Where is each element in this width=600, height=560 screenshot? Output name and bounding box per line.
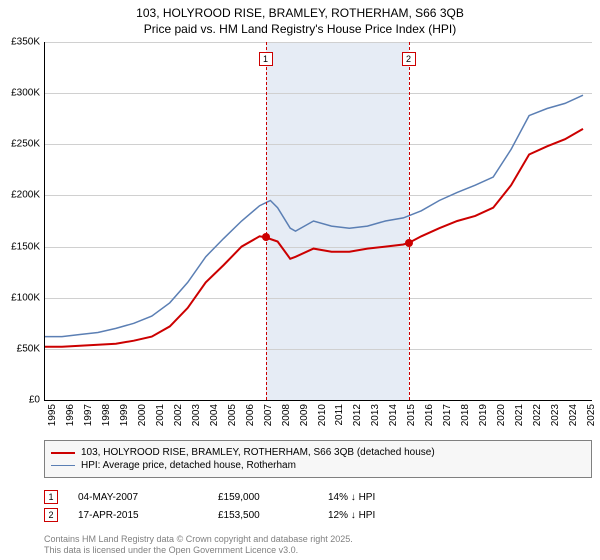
plot-area: 12 xyxy=(44,42,592,400)
x-tick-label: 2018 xyxy=(460,404,471,426)
x-tick-label: 2002 xyxy=(173,404,184,426)
title-line-2: Price paid vs. HM Land Registry's House … xyxy=(0,22,600,38)
x-tick-label: 2015 xyxy=(406,404,417,426)
x-tick-label: 2000 xyxy=(137,404,148,426)
x-tick-label: 2014 xyxy=(388,404,399,426)
legend-label-price-paid: 103, HOLYROOD RISE, BRAMLEY, ROTHERHAM, … xyxy=(81,447,435,458)
y-axis: £0£50K£100K£150K£200K£250K£300K£350K xyxy=(0,42,44,400)
event-date-1: 04-MAY-2007 xyxy=(78,492,218,503)
event-badge-1: 1 xyxy=(44,490,58,504)
x-tick-label: 1996 xyxy=(65,404,76,426)
x-tick-label: 2025 xyxy=(586,404,597,426)
x-tick-label: 2004 xyxy=(209,404,220,426)
x-tick-label: 2012 xyxy=(352,404,363,426)
y-tick-label: £150K xyxy=(11,241,40,252)
event-line-1 xyxy=(266,42,267,400)
event-dot-1 xyxy=(262,233,270,241)
x-axis: 1995 1996 1997 1998 1999 2000 2001 2002 2003 2004… xyxy=(44,400,592,440)
series-svg xyxy=(44,42,592,400)
x-tick-label: 2007 xyxy=(263,404,274,426)
x-tick-label: 2019 xyxy=(478,404,489,426)
x-tick-label: 2011 xyxy=(334,404,345,426)
legend-label-hpi: HPI: Average price, detached house, Roth… xyxy=(81,460,296,471)
series-line-price_paid xyxy=(44,129,583,347)
x-tick-label: 2005 xyxy=(227,404,238,426)
event-date-2: 17-APR-2015 xyxy=(78,510,218,521)
y-tick-label: £200K xyxy=(11,190,40,201)
x-tick-label: 2001 xyxy=(155,404,166,426)
legend-swatch-price-paid xyxy=(51,452,75,454)
x-tick-label: 2008 xyxy=(281,404,292,426)
event-marker-1: 1 xyxy=(259,52,273,66)
y-axis-line xyxy=(44,42,45,400)
legend-swatch-hpi xyxy=(51,465,75,466)
x-tick-label: 2006 xyxy=(245,404,256,426)
event-badge-2: 2 xyxy=(44,508,58,522)
legend-item-price-paid: 103, HOLYROOD RISE, BRAMLEY, ROTHERHAM, … xyxy=(51,447,585,458)
event-price-2: £153,500 xyxy=(218,510,328,521)
chart-title: 103, HOLYROOD RISE, BRAMLEY, ROTHERHAM, … xyxy=(0,0,600,37)
x-tick-label: 2023 xyxy=(550,404,561,426)
x-tick-label: 2017 xyxy=(442,404,453,426)
event-price-1: £159,000 xyxy=(218,492,328,503)
event-delta-1: 14% ↓ HPI xyxy=(328,492,448,503)
y-tick-label: £50K xyxy=(17,343,40,354)
x-tick-label: 2009 xyxy=(299,404,310,426)
title-line-1: 103, HOLYROOD RISE, BRAMLEY, ROTHERHAM, … xyxy=(0,6,600,22)
event-row-1: 1 04-MAY-2007 £159,000 14% ↓ HPI xyxy=(44,490,592,504)
series-line-hpi xyxy=(44,95,583,336)
attribution-line-2: This data is licensed under the Open Gov… xyxy=(44,545,353,556)
x-tick-label: 2020 xyxy=(496,404,507,426)
legend-item-hpi: HPI: Average price, detached house, Roth… xyxy=(51,460,585,471)
x-tick-label: 2024 xyxy=(568,404,579,426)
x-tick-label: 2022 xyxy=(532,404,543,426)
x-tick-label: 1997 xyxy=(83,404,94,426)
x-tick-label: 1995 xyxy=(47,404,58,426)
legend: 103, HOLYROOD RISE, BRAMLEY, ROTHERHAM, … xyxy=(44,440,592,478)
y-tick-label: £350K xyxy=(11,37,40,48)
y-tick-label: £250K xyxy=(11,139,40,150)
x-tick-label: 2003 xyxy=(191,404,202,426)
chart-container: 103, HOLYROOD RISE, BRAMLEY, ROTHERHAM, … xyxy=(0,0,600,560)
event-table: 1 04-MAY-2007 £159,000 14% ↓ HPI 2 17-AP… xyxy=(44,486,592,526)
event-row-2: 2 17-APR-2015 £153,500 12% ↓ HPI xyxy=(44,508,592,522)
attribution-line-1: Contains HM Land Registry data © Crown c… xyxy=(44,534,353,545)
event-delta-2: 12% ↓ HPI xyxy=(328,510,448,521)
x-tick-label: 2016 xyxy=(424,404,435,426)
x-tick-label: 1999 xyxy=(119,404,130,426)
y-tick-label: £100K xyxy=(11,292,40,303)
x-tick-label: 1998 xyxy=(101,404,112,426)
event-dot-2 xyxy=(405,239,413,247)
event-marker-2: 2 xyxy=(402,52,416,66)
y-tick-label: £0 xyxy=(29,395,40,406)
x-tick-label: 2021 xyxy=(514,404,525,426)
attribution: Contains HM Land Registry data © Crown c… xyxy=(44,534,353,556)
event-line-2 xyxy=(409,42,410,400)
x-tick-label: 2013 xyxy=(370,404,381,426)
y-tick-label: £300K xyxy=(11,88,40,99)
x-tick-label: 2010 xyxy=(317,404,328,426)
